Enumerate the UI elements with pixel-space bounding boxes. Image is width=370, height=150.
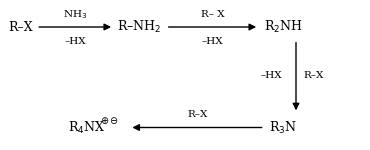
Text: R$_3$N: R$_3$N [269,119,297,136]
Text: –HX: –HX [260,70,282,80]
Text: –HX: –HX [64,37,86,46]
Text: R$_2$NH: R$_2$NH [264,19,302,35]
Text: $\ominus$: $\ominus$ [110,115,118,126]
Text: NH$_3$: NH$_3$ [63,8,87,21]
Text: R–X: R–X [8,21,33,33]
Text: –HX: –HX [202,37,223,46]
Text: R–X: R–X [187,110,208,119]
Text: R– X: R– X [201,10,224,19]
Text: R$_4$NX: R$_4$NX [68,119,105,136]
Text: $\oplus$: $\oplus$ [100,115,110,126]
Text: R–NH$_2$: R–NH$_2$ [117,19,161,35]
Text: R–X: R–X [303,70,324,80]
